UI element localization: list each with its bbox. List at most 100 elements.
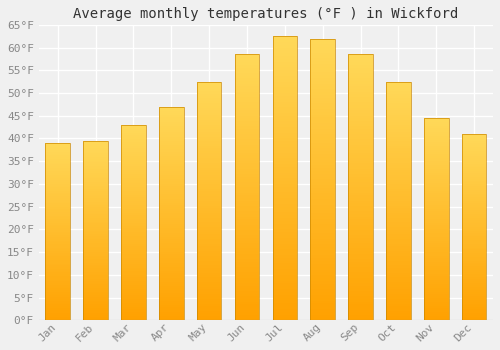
Bar — [310, 89, 335, 92]
Bar — [197, 170, 222, 172]
Bar — [310, 146, 335, 148]
Bar — [234, 219, 260, 222]
Bar — [159, 132, 184, 134]
Bar — [348, 307, 373, 310]
Bar — [84, 177, 108, 178]
Bar — [121, 262, 146, 264]
Bar — [234, 65, 260, 68]
Bar — [310, 227, 335, 230]
Bar — [159, 141, 184, 143]
Bar — [424, 203, 448, 205]
Bar — [197, 151, 222, 153]
Bar — [310, 157, 335, 160]
Bar — [310, 182, 335, 185]
Bar — [424, 191, 448, 193]
Bar — [197, 292, 222, 294]
Bar — [272, 224, 297, 226]
Bar — [386, 241, 410, 244]
Bar — [197, 146, 222, 148]
Bar — [386, 253, 410, 256]
Bar — [424, 292, 448, 294]
Bar — [159, 262, 184, 265]
Bar — [159, 171, 184, 173]
Bar — [462, 290, 486, 292]
Bar — [234, 132, 260, 134]
Bar — [197, 311, 222, 313]
Bar — [348, 195, 373, 198]
Bar — [84, 306, 108, 308]
Bar — [462, 220, 486, 222]
Bar — [462, 154, 486, 156]
Bar — [386, 96, 410, 98]
Bar — [84, 173, 108, 175]
Bar — [84, 245, 108, 247]
Bar — [310, 50, 335, 52]
Bar — [272, 65, 297, 68]
Bar — [159, 301, 184, 303]
Bar — [424, 153, 448, 154]
Bar — [310, 202, 335, 205]
Bar — [462, 162, 486, 164]
Bar — [386, 151, 410, 153]
Bar — [272, 82, 297, 85]
Bar — [121, 186, 146, 187]
Bar — [197, 208, 222, 211]
Bar — [386, 146, 410, 148]
Bar — [424, 290, 448, 292]
Bar — [197, 175, 222, 177]
Bar — [310, 196, 335, 199]
Bar — [272, 73, 297, 76]
Bar — [386, 227, 410, 230]
Bar — [84, 241, 108, 243]
Bar — [462, 313, 486, 315]
Bar — [424, 316, 448, 318]
Bar — [234, 113, 260, 116]
Bar — [310, 258, 335, 261]
Bar — [462, 305, 486, 307]
Bar — [386, 180, 410, 182]
Bar — [121, 275, 146, 277]
Bar — [46, 258, 70, 260]
Bar — [310, 301, 335, 303]
Bar — [84, 146, 108, 148]
Bar — [159, 139, 184, 141]
Bar — [84, 227, 108, 229]
Bar — [272, 144, 297, 147]
Bar — [197, 84, 222, 86]
Bar — [46, 155, 70, 157]
Bar — [310, 165, 335, 168]
Bar — [46, 304, 70, 306]
Bar — [272, 286, 297, 289]
Bar — [159, 190, 184, 192]
Bar — [121, 127, 146, 129]
Bar — [46, 233, 70, 235]
Bar — [462, 266, 486, 268]
Bar — [310, 275, 335, 278]
Bar — [84, 212, 108, 214]
Bar — [159, 260, 184, 262]
Bar — [386, 113, 410, 115]
Bar — [386, 311, 410, 313]
Bar — [310, 129, 335, 132]
Bar — [234, 60, 260, 62]
Bar — [462, 158, 486, 160]
Bar — [46, 246, 70, 247]
Bar — [84, 297, 108, 299]
Bar — [424, 154, 448, 156]
Bar — [462, 206, 486, 209]
Bar — [84, 150, 108, 152]
Bar — [310, 103, 335, 106]
Bar — [272, 175, 297, 178]
Bar — [121, 125, 146, 320]
Bar — [348, 225, 373, 227]
Bar — [197, 136, 222, 139]
Bar — [84, 231, 108, 232]
Bar — [462, 166, 486, 168]
Bar — [462, 214, 486, 216]
Bar — [424, 219, 448, 221]
Bar — [462, 268, 486, 270]
Bar — [46, 247, 70, 250]
Bar — [310, 52, 335, 55]
Bar — [84, 186, 108, 188]
Bar — [197, 118, 222, 120]
